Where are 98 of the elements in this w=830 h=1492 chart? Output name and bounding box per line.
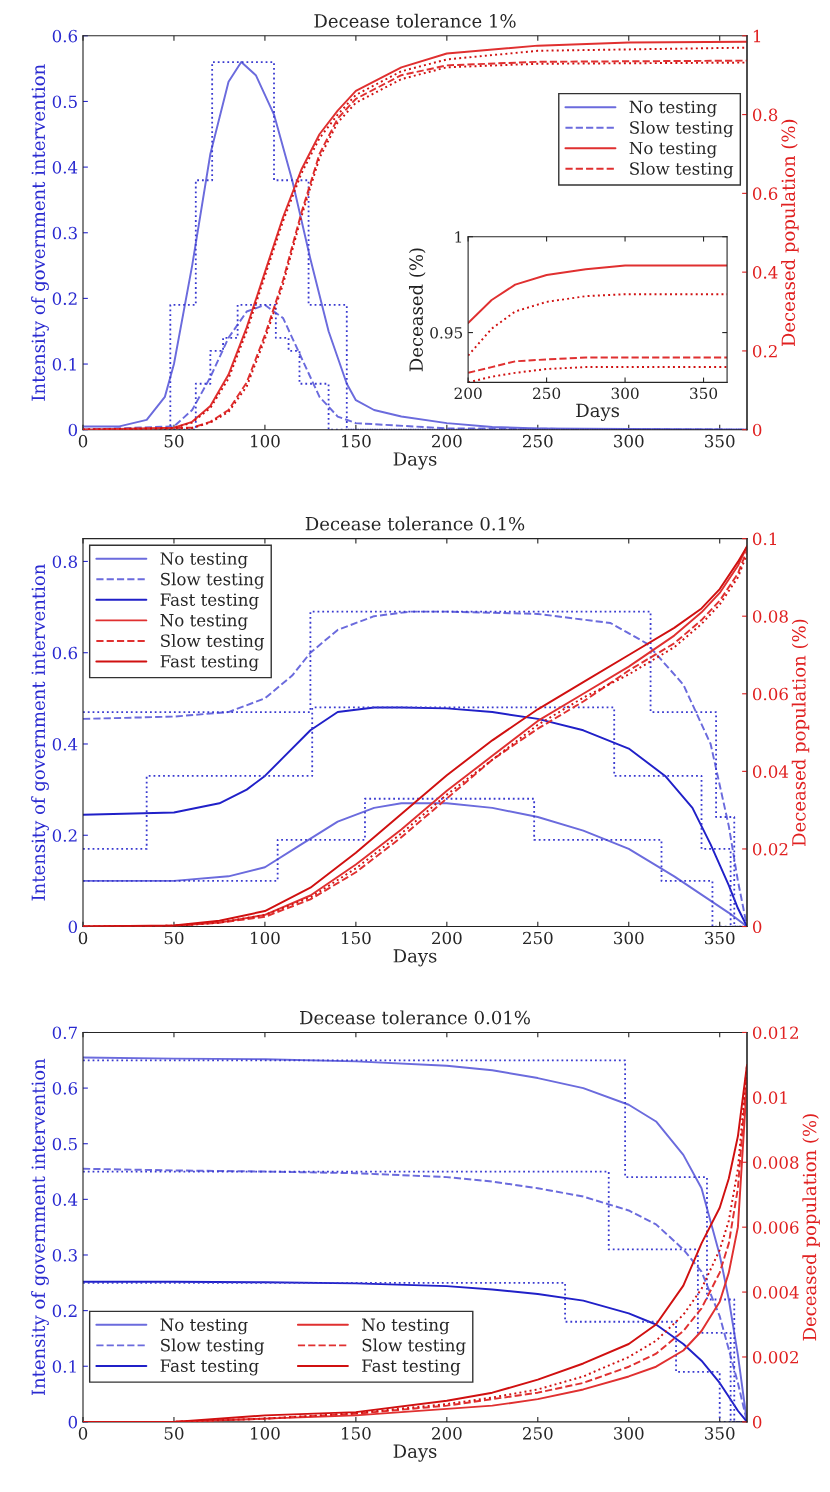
legend-label: Slow testing <box>630 161 734 179</box>
legend-label: Slow testing <box>161 1338 265 1355</box>
legend-label: No testing <box>160 613 248 630</box>
x-tick-label: 150 <box>342 1427 371 1440</box>
y-tick-label: 0 <box>68 1415 78 1429</box>
y-tick-label: 0.95 <box>430 327 463 339</box>
y2-tick-label: 1 <box>753 29 761 43</box>
x-tick-label: 300 <box>614 1427 644 1440</box>
legend-label: No testing <box>629 100 717 117</box>
x-tick-label: 350 <box>705 931 735 945</box>
x-tick-label: 0 <box>78 1427 88 1440</box>
x-tick-label: 0 <box>78 931 88 945</box>
legend-label: Slow testing <box>161 572 265 589</box>
y-axis-title: Intensity of government intervention <box>31 1058 49 1396</box>
x-tick-label: 100 <box>251 931 280 945</box>
y-tick-label: 0.2 <box>52 1304 77 1318</box>
y-tick-label: 0.6 <box>52 646 78 660</box>
chart-title: Decease tolerance 1% <box>314 13 516 28</box>
y-tick-label: 0.1 <box>52 358 76 371</box>
legend-label: Fast testing <box>160 655 259 671</box>
y2-axis-title: Deceased population (%) <box>791 619 810 846</box>
y-tick-label: 0.7 <box>52 1026 77 1040</box>
y-tick-label: 0.5 <box>52 1137 77 1151</box>
y-axis-title: Deceased (%) <box>408 248 426 372</box>
legend-label: No testing <box>160 1318 248 1335</box>
y2-tick-label: 0 <box>752 1415 762 1429</box>
x-tick-label: 350 <box>690 387 718 400</box>
y-tick-label: 0.8 <box>52 555 78 568</box>
x-axis-title: Days <box>393 452 437 470</box>
y2-tick-label: 0.02 <box>752 842 788 856</box>
y2-axis-title: Deceased population (%) <box>781 119 799 347</box>
y-axis-title: Intensity of government intervention <box>31 64 49 401</box>
x-tick-label: 250 <box>523 1427 553 1440</box>
y2-tick-label: 0.8 <box>752 108 778 122</box>
legend-label: Slow testing <box>630 120 734 138</box>
y2-tick-label: 0.008 <box>752 1156 799 1169</box>
legend-label: No testing <box>160 552 248 569</box>
y2-tick-label: 0.1 <box>752 532 776 546</box>
x-tick-label: 200 <box>432 1427 462 1440</box>
x-tick-label: 0 <box>78 434 88 448</box>
y2-tick-label: 0.08 <box>752 610 788 623</box>
y2-tick-label: 0.004 <box>752 1286 799 1299</box>
y2-tick-label: 0 <box>752 920 762 934</box>
x-tick-label: 350 <box>705 1427 735 1440</box>
x-tick-label: 50 <box>164 1427 184 1440</box>
y-tick-label: 0.2 <box>52 829 77 842</box>
x-tick-label: 300 <box>614 931 644 945</box>
y-tick-label: 0.4 <box>52 737 78 751</box>
y2-tick-label: 0.002 <box>752 1350 798 1364</box>
legend-label: No testing <box>362 1318 450 1335</box>
x-tick-label: 50 <box>164 931 184 945</box>
x-tick-label: 250 <box>523 931 553 945</box>
y2-tick-label: 0.01 <box>752 1091 787 1104</box>
x-axis-title: Days <box>393 949 437 967</box>
x-tick-label: 50 <box>164 434 184 448</box>
x-tick-label: 150 <box>342 434 371 448</box>
y2-tick-label: 0.04 <box>752 765 789 778</box>
x-tick-label: 100 <box>251 1427 280 1440</box>
legend-label: Fast testing <box>160 1359 259 1376</box>
x-tick-label: 250 <box>523 434 553 448</box>
y2-tick-label: 0.06 <box>752 687 788 701</box>
x-tick-label: 150 <box>342 931 371 945</box>
legend-label: Fast testing <box>160 593 259 610</box>
legend-label: Fast testing <box>362 1359 461 1376</box>
chart-title: Decease tolerance 0.1% <box>305 516 525 531</box>
legend-label: Slow testing <box>362 1338 466 1355</box>
y-tick-label: 0.6 <box>52 1082 78 1095</box>
y2-tick-label: 0.006 <box>752 1221 799 1234</box>
y-tick-label: 0.3 <box>52 1248 77 1262</box>
x-tick-label: 200 <box>454 387 482 400</box>
y-tick-label: 0.6 <box>52 29 78 43</box>
y2-tick-label: 0.2 <box>752 344 777 358</box>
y2-tick-label: 0.6 <box>752 187 778 200</box>
y-tick-label: 0.4 <box>52 161 78 174</box>
y2-tick-label: 0 <box>752 423 762 437</box>
y-tick-label: 0.3 <box>52 226 77 240</box>
x-tick-label: 300 <box>611 387 639 400</box>
y-tick-label: 0 <box>68 423 78 437</box>
x-tick-label: 350 <box>705 434 735 448</box>
y-tick-label: 0.5 <box>52 95 77 109</box>
y-axis-title: Intensity of government intervention <box>31 564 49 901</box>
x-tick-label: 250 <box>533 387 561 400</box>
y2-tick-label: 0.4 <box>752 266 778 279</box>
y2-tick-label: 0.012 <box>752 1026 798 1040</box>
y2-axis-title: Deceased population (%) <box>802 1114 820 1341</box>
legend-label: No testing <box>629 141 717 158</box>
x-axis-title: Days <box>576 403 620 421</box>
x-tick-label: 200 <box>432 434 462 448</box>
x-tick-label: 100 <box>251 434 280 448</box>
y-tick-label: 0.2 <box>52 292 77 305</box>
x-tick-label: 200 <box>432 931 462 945</box>
x-axis-title: Days <box>393 1444 437 1462</box>
y-tick-label: 0 <box>68 920 78 934</box>
y-tick-label: 0.4 <box>52 1193 78 1206</box>
y-tick-label: 0.1 <box>52 1360 76 1373</box>
x-tick-label: 300 <box>614 434 644 448</box>
legend-label: Slow testing <box>161 634 265 651</box>
chart-title: Decease tolerance 0.01% <box>300 1010 530 1025</box>
